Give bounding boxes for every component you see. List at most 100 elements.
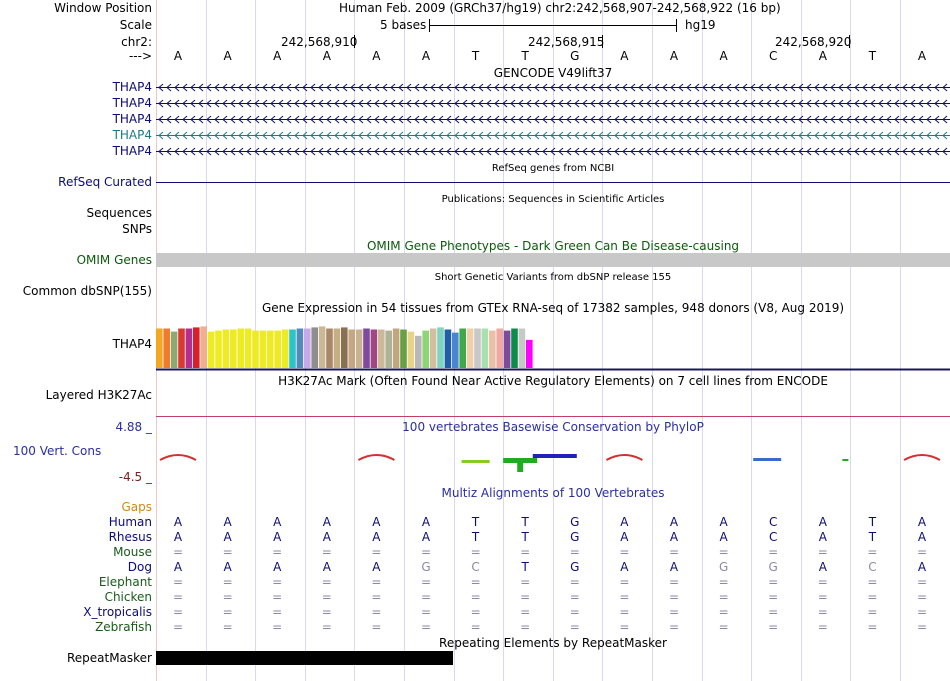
snps-label[interactable]: SNPs [122, 222, 152, 236]
gencode-transcript-line[interactable] [156, 146, 950, 158]
refseq-gene-line[interactable] [156, 182, 950, 183]
gencode-transcript-label[interactable]: THAP4 [112, 128, 152, 142]
strand-arrow [678, 99, 684, 108]
strand-arrow [470, 83, 476, 92]
strand-arrow [350, 115, 356, 124]
strand-arrow [686, 147, 692, 156]
strand-arrow [462, 115, 468, 124]
strand-arrow [790, 131, 796, 140]
alignment-base: = [817, 620, 828, 634]
strand-arrow [422, 131, 428, 140]
strand-arrow [934, 99, 940, 108]
strand-arrow [390, 147, 396, 156]
strand-arrow [486, 147, 492, 156]
strand-arrow [774, 115, 780, 124]
strand-arrow [342, 131, 348, 140]
strand-arrow [574, 115, 580, 124]
gtex-bar-chart[interactable] [156, 316, 950, 372]
publications-label[interactable]: Sequences [86, 206, 152, 220]
phylop-label[interactable]: 100 Vert. Cons [13, 444, 102, 458]
multiz-species-label[interactable]: Human [108, 515, 152, 529]
phylop-sequence-logo[interactable] [156, 448, 950, 476]
dbsnp-label[interactable]: Common dbSNP(155) [22, 284, 152, 298]
strand-arrow [710, 131, 716, 140]
strand-arrow [246, 99, 252, 108]
h3k27ac-label[interactable]: Layered H3K27Ac [45, 388, 152, 402]
refseq-label[interactable]: RefSeq Curated [58, 175, 152, 189]
strand-arrow [622, 147, 628, 156]
multiz-species-label[interactable]: Zebrafish [95, 620, 152, 634]
gtex-label[interactable]: THAP4 [112, 337, 152, 351]
multiz-species-label[interactable]: Chicken [104, 590, 152, 604]
gencode-transcript-label[interactable]: THAP4 [112, 96, 152, 110]
multiz-gaps-label[interactable]: Gaps [121, 500, 152, 514]
gtex-tissue-bar [503, 330, 511, 368]
strand-arrow [510, 115, 516, 124]
alignment-base: = [321, 590, 332, 604]
scale-label: Scale [119, 18, 152, 32]
alignment-base: = [867, 605, 878, 619]
gencode-transcript-label[interactable]: THAP4 [112, 112, 152, 126]
gencode-transcript-line[interactable] [156, 98, 950, 110]
alignment-base: = [371, 590, 382, 604]
strand-arrow [870, 131, 876, 140]
strand-arrow [790, 83, 796, 92]
strand-arrow [430, 131, 436, 140]
strand-arrow [462, 131, 468, 140]
phylop-peak-glyph [159, 454, 197, 461]
strand-arrow [702, 115, 708, 124]
strand-arrow [334, 131, 340, 140]
strand-arrow [486, 99, 492, 108]
alignment-base: = [222, 605, 233, 619]
strand-arrow [294, 115, 300, 124]
gtex-tissue-bar [163, 328, 170, 368]
gencode-transcript-label[interactable]: THAP4 [112, 80, 152, 94]
strand-arrow [334, 83, 340, 92]
strand-arrow [598, 83, 604, 92]
gencode-transcript-line[interactable] [156, 82, 950, 94]
strand-arrow [566, 83, 572, 92]
gtex-tissue-bar [518, 328, 526, 368]
strand-arrow [566, 131, 572, 140]
strand-arrow [814, 147, 820, 156]
strand-arrow [398, 99, 404, 108]
strand-arrow [590, 115, 596, 124]
strand-arrow [670, 131, 676, 140]
strand-arrow [478, 99, 484, 108]
strand-arrow [214, 99, 220, 108]
strand-arrow [902, 83, 908, 92]
strand-arrow [678, 83, 684, 92]
gencode-transcript-line[interactable] [156, 130, 950, 142]
repeatmasker-element[interactable] [156, 651, 453, 665]
strand-arrow [734, 99, 740, 108]
strand-arrow [222, 99, 228, 108]
alignment-base: = [668, 575, 680, 589]
strand-arrow [854, 131, 860, 140]
gencode-transcript-label[interactable]: THAP4 [112, 144, 152, 158]
strand-arrow [894, 147, 900, 156]
alignment-base: = [867, 590, 878, 604]
strand-arrow [158, 147, 164, 156]
omim-gene-bar[interactable] [156, 253, 950, 267]
multiz-species-label[interactable]: Mouse [113, 545, 152, 559]
strand-arrow [774, 83, 780, 92]
multiz-species-label[interactable]: Dog [127, 560, 152, 574]
repeatmasker-label[interactable]: RepeatMasker [66, 651, 152, 665]
strand-arrow [318, 99, 324, 108]
strand-arrow [614, 83, 620, 92]
strand-arrow [414, 131, 420, 140]
strand-arrow [942, 83, 948, 92]
alignment-base: = [222, 620, 233, 634]
strand-arrow [510, 147, 516, 156]
multiz-species-label[interactable]: Elephant [98, 575, 152, 589]
multiz-species-label[interactable]: Rhesus [108, 530, 152, 544]
omim-title: OMIM Gene Phenotypes - Dark Green Can Be… [366, 239, 740, 253]
gencode-transcript-line[interactable] [156, 114, 950, 126]
multiz-species-label[interactable]: X_tropicalis [83, 605, 152, 619]
strand-arrow [406, 147, 412, 156]
strand-arrow [166, 83, 172, 92]
strand-arrow [438, 83, 444, 92]
omim-label[interactable]: OMIM Genes [76, 253, 152, 267]
strand-arrow [438, 115, 444, 124]
